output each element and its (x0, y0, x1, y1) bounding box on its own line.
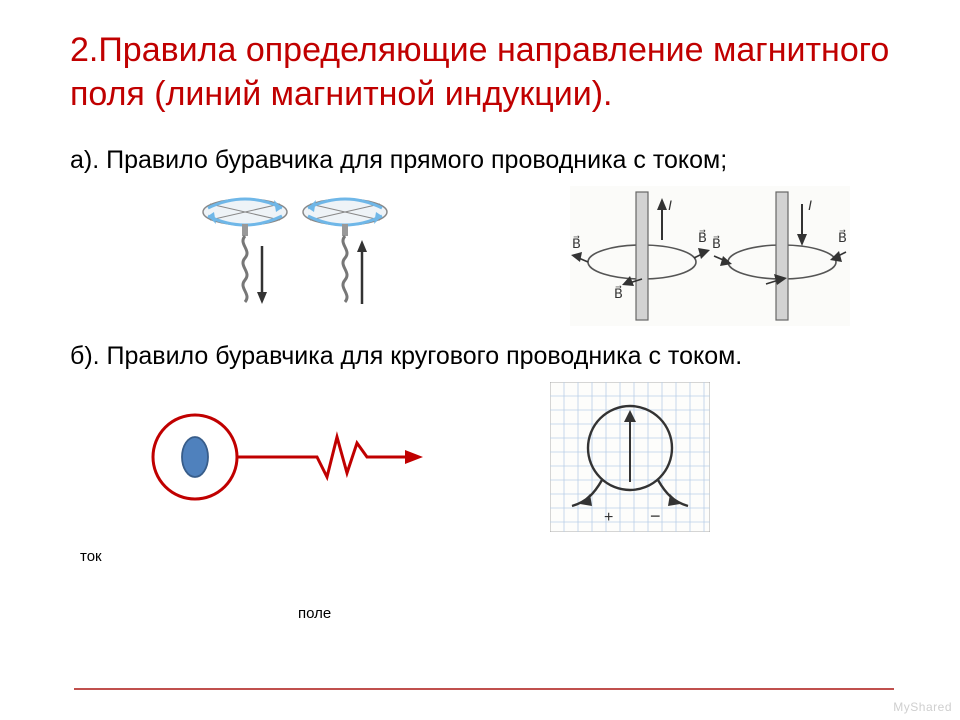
svg-text:B⃗: B⃗ (572, 236, 581, 251)
svg-text:+: + (604, 509, 613, 526)
svg-text:B⃗: B⃗ (712, 236, 721, 251)
bottom-rule (74, 688, 894, 690)
svg-text:B⃗: B⃗ (614, 286, 623, 301)
figure-row-b: + − (140, 382, 900, 532)
item-a-span: а). Правило буравчика для прямого провод… (70, 144, 900, 178)
figure-row-a: I B⃗ B⃗ B⃗ I (190, 186, 900, 326)
coil-schematic (140, 402, 430, 512)
item-b-text: б). Правило буравчика для кругового пров… (70, 340, 900, 374)
svg-text:I: I (668, 197, 672, 213)
svg-text:I: I (808, 197, 812, 213)
gimlet-diagram (190, 186, 390, 326)
slide-title: 2.Правила определяющие направление магни… (70, 28, 900, 116)
conductor-diagram: I B⃗ B⃗ B⃗ I (570, 186, 850, 326)
svg-text:−: − (650, 506, 661, 526)
label-tok: ток (80, 548, 102, 565)
label-pole: поле (298, 605, 331, 622)
item-b-span: б). Правило буравчика для кругового пров… (70, 340, 900, 374)
svg-text:B⃗: B⃗ (838, 230, 847, 245)
loop-diagram: + − (550, 382, 710, 532)
item-a-text: а). Правило буравчика для прямого провод… (70, 144, 900, 178)
watermark: MyShared (893, 700, 952, 714)
svg-text:B⃗: B⃗ (698, 230, 707, 245)
